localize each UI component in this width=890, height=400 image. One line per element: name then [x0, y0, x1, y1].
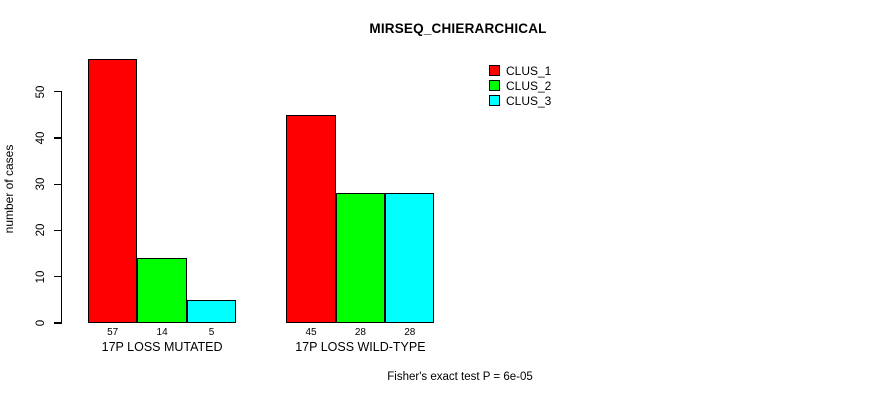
category-label: 17P LOSS WILD-TYPE: [295, 340, 426, 354]
bar-clus_1-group1: [88, 59, 138, 323]
bar-clus_3-group2: [385, 193, 435, 323]
bar-value-label: 45: [305, 327, 317, 338]
bar-value-label: 28: [354, 327, 366, 338]
category-label: 17P LOSS MUTATED: [101, 340, 223, 354]
legend-item: CLUS_2: [489, 78, 551, 93]
y-tick-label: 0: [35, 319, 47, 327]
y-axis-line: [60, 91, 62, 324]
y-tick-label: 40: [35, 131, 47, 145]
y-tick-mark: [54, 276, 61, 278]
legend-swatch: [489, 80, 500, 91]
bar-clus_2-group2: [335, 193, 386, 323]
legend-swatch: [489, 95, 500, 106]
legend-label: CLUS_2: [506, 78, 552, 93]
y-tick-mark: [54, 229, 61, 232]
y-tick-mark: [54, 137, 61, 139]
y-tick-label: 20: [35, 224, 47, 237]
bar-clus_1-group2: [286, 115, 336, 323]
legend-item: CLUS_3: [489, 93, 551, 108]
legend-swatch: [489, 65, 500, 76]
y-axis-label: number of cases: [2, 144, 16, 234]
y-tick-mark: [54, 183, 61, 185]
y-tick-label: 30: [35, 177, 47, 191]
chart-title: MIRSEQ_CHIERARCHICAL: [369, 21, 547, 36]
annotation-fishers-test: Fisher's exact test P = 6e-05: [387, 371, 533, 383]
y-tick-label: 50: [35, 85, 47, 99]
legend: CLUS_1 CLUS_2 CLUS_3: [489, 63, 551, 108]
bar-clus_3-group1: [186, 300, 237, 323]
bar-value-label: 57: [107, 327, 119, 338]
legend-label: CLUS_1: [506, 63, 552, 78]
bar-value-label: 28: [404, 327, 416, 338]
y-tick-mark: [54, 322, 61, 324]
legend-label: CLUS_3: [506, 93, 552, 108]
y-tick-mark: [54, 91, 61, 93]
bar-value-label: 5: [208, 327, 215, 338]
bar-value-label: 14: [156, 327, 168, 338]
bar-clus_2-group1: [137, 258, 187, 323]
legend-item: CLUS_1: [489, 63, 551, 78]
y-tick-label: 10: [35, 270, 47, 284]
